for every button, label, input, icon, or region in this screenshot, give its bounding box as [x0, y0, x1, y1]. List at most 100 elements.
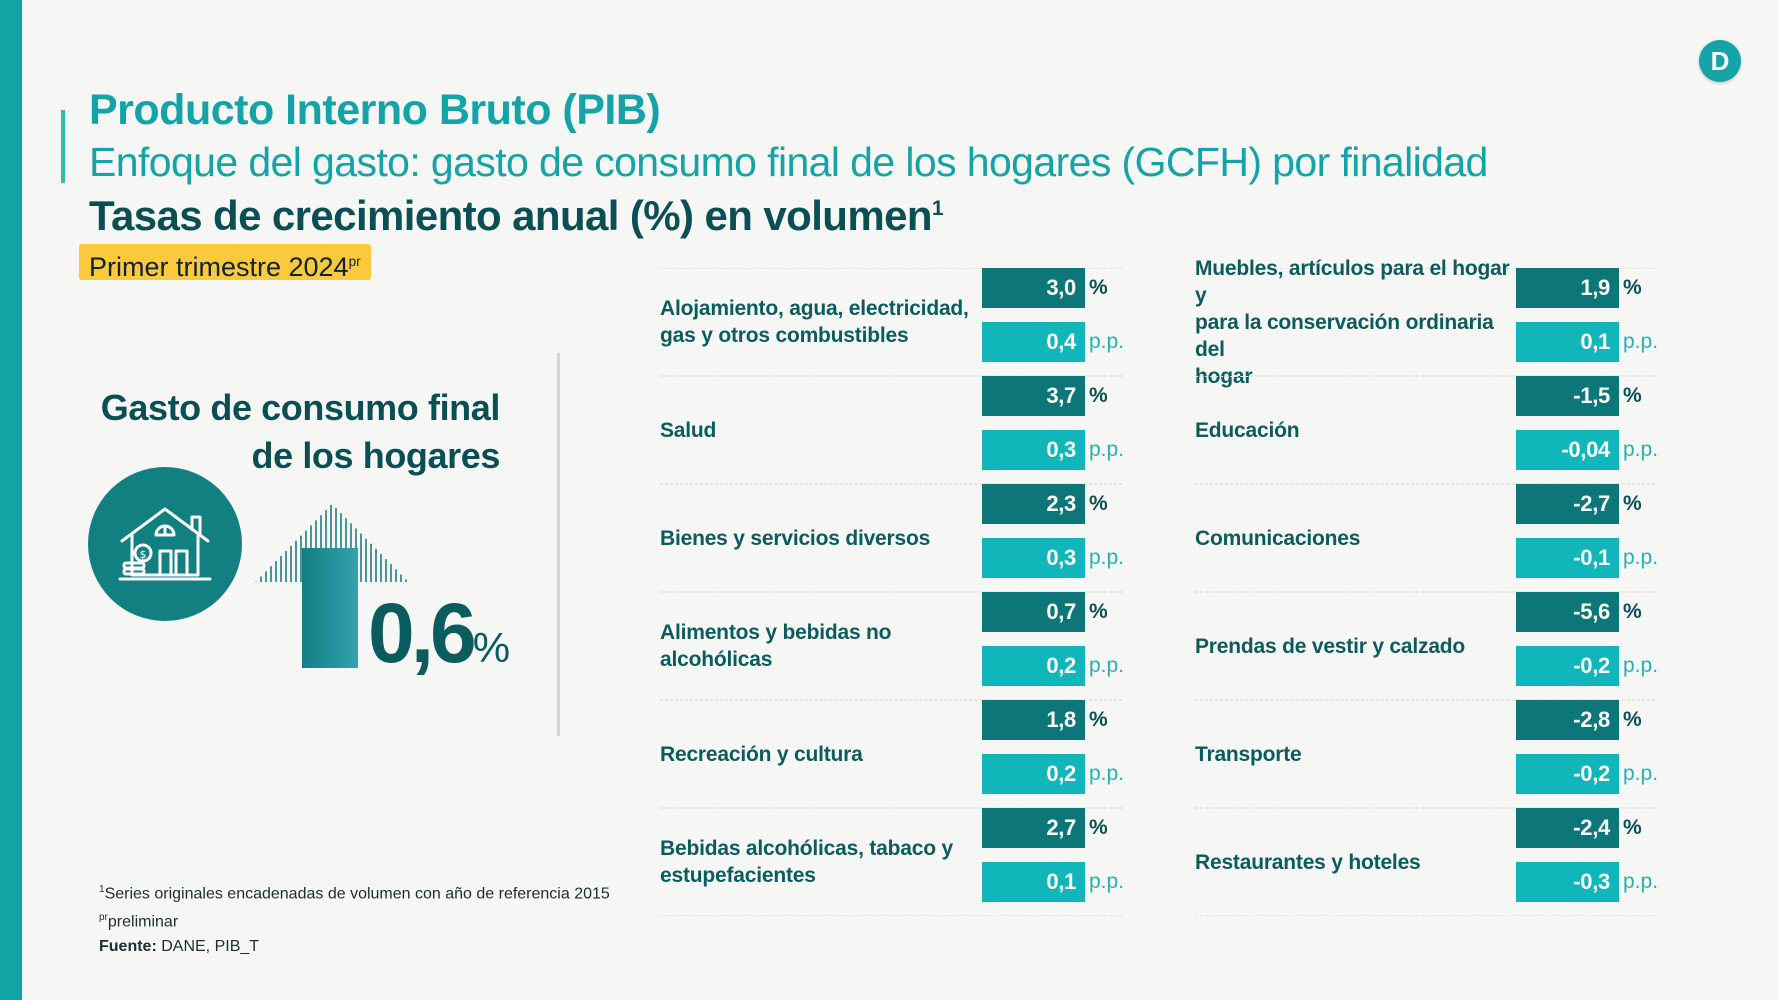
row-gridlines: [660, 484, 1122, 592]
page-title: Producto Interno Bruto (PIB): [89, 86, 661, 134]
footnote-2-text: preliminar: [107, 913, 179, 931]
contribution-value: 0,2: [982, 646, 1085, 686]
footnote-1-mark: 1: [99, 884, 105, 895]
dane-logo-icon: D: [1699, 40, 1741, 82]
left-category-row: Bienes y servicios diversos 2,3% 0,3 p.p.: [660, 484, 1124, 592]
category-label-line: Recreación y cultura: [660, 742, 863, 766]
contribution-value: -0,2: [1516, 646, 1619, 686]
pp-unit: p.p.: [1623, 438, 1659, 461]
category-label-line: Transporte: [1195, 742, 1302, 766]
percent-unit: %: [1089, 492, 1108, 515]
category-label-line: Restaurantes y hoteles: [1195, 850, 1421, 874]
contribution-value: -0,2: [1516, 754, 1619, 794]
summary-value-unit: %: [472, 624, 511, 671]
category-label-line: para la conservación ordinaria del: [1195, 310, 1494, 361]
category-label: Bienes y servicios diversos: [660, 484, 980, 592]
growth-rate-value: 2,7: [982, 808, 1085, 848]
footnote-2: prpreliminar: [99, 906, 610, 934]
right-category-row: Transporte -2,8% -0,2 p.p.: [1195, 700, 1659, 808]
percent-unit: %: [1623, 816, 1642, 839]
category-label-line: Alojamiento, agua, electricidad,: [660, 297, 969, 320]
pp-unit: p.p.: [1623, 870, 1659, 893]
pp-unit: p.p.: [1623, 762, 1659, 785]
category-label: Recreación y cultura: [660, 700, 980, 808]
footnote-2-mark: pr: [99, 912, 108, 924]
footnotes: 1Series originales encadenadas de volume…: [99, 878, 610, 959]
percent-unit: %: [1089, 276, 1108, 299]
growth-rate-value: 3,7: [982, 376, 1085, 416]
pp-unit: p.p.: [1089, 870, 1125, 893]
category-label-line: Prendas de vestir y calzado: [1195, 634, 1466, 658]
heading-footnote-mark: 1: [931, 197, 944, 220]
right-category-row: Comunicaciones -2,7% -0,1 p.p.: [1195, 484, 1658, 592]
left-category-row: Recreación y cultura 1,8% 0,2 p.p.: [660, 700, 1125, 808]
category-label-line: Bienes y servicios diversos: [660, 526, 931, 550]
category-label: Restaurantes y hoteles: [1195, 808, 1514, 916]
page-subtitle: Enfoque del gasto: gasto de consumo fina…: [89, 139, 1488, 185]
category-label-line: Comunicaciones: [1195, 526, 1361, 550]
percent-unit: %: [1623, 600, 1642, 623]
percent-unit: %: [1623, 384, 1642, 407]
summary-value: 0,6%: [368, 585, 510, 682]
title-accent-bar: [61, 110, 65, 183]
right-category-row: Educación -1,5% -0,04 p.p.: [1195, 376, 1659, 484]
right-category-row: Prendas de vestir y calzado -5,6% -0,2 p.p.: [1195, 592, 1659, 700]
row-gridlines: [1195, 484, 1655, 592]
contribution-value: 0,3: [982, 430, 1085, 470]
svg-text:$: $: [140, 548, 147, 561]
category-label-line: Bebidas alcohólicas, tabaco y: [660, 837, 953, 860]
contribution-value: 0,1: [1516, 322, 1619, 362]
summary-title: Gasto de consumo final de los hogares: [80, 384, 501, 480]
category-label: Transporte: [1195, 700, 1514, 808]
pp-unit: p.p.: [1623, 330, 1659, 353]
category-label: Muebles, artículos para el hogar y para l…: [1195, 257, 1514, 388]
pp-unit: p.p.: [1089, 330, 1125, 353]
summary-title-line-1: Gasto de consumo final: [100, 387, 501, 428]
row-gridlines: [660, 700, 1122, 808]
growth-rate-value: 2,3: [982, 484, 1085, 524]
row-gridlines: [660, 592, 1122, 700]
contribution-value: 0,4: [982, 322, 1085, 362]
row-gridlines: [1195, 592, 1655, 700]
category-label: Salud: [660, 376, 980, 484]
vertical-divider: [557, 353, 560, 736]
percent-unit: %: [1089, 708, 1108, 731]
heading-text: Tasas de crecimiento anual (%) en volume…: [89, 192, 932, 239]
left-category-row: Salud 3,7% 0,3 p.p.: [660, 376, 1124, 484]
growth-rate-value: -2,8: [1516, 700, 1619, 740]
row-gridlines: [1195, 700, 1655, 808]
category-label-line: Salud: [660, 418, 717, 442]
category-label-line: estupefacientes: [660, 864, 816, 887]
row-gridlines: [1195, 376, 1655, 484]
contribution-value: 0,3: [982, 538, 1085, 578]
source-text: DANE, PIB_T: [156, 937, 260, 955]
contribution-value: -0,1: [1516, 538, 1619, 578]
source-line: Fuente: DANE, PIB_T: [99, 935, 610, 959]
percent-unit: %: [1623, 492, 1642, 515]
contribution-value: 0,1: [982, 862, 1085, 902]
category-label: Comunicaciones: [1195, 484, 1514, 592]
pp-unit: p.p.: [1089, 762, 1125, 785]
growth-rate-value: -2,4: [1516, 808, 1619, 848]
growth-rate-value: -2,7: [1516, 484, 1619, 524]
row-gridlines: [660, 268, 1122, 376]
contribution-value: 0,2: [982, 754, 1085, 794]
category-label-line: Alimentos y bebidas no alcohólicas: [660, 621, 892, 671]
percent-unit: %: [1089, 384, 1108, 407]
growth-rate-value: 3,0: [982, 268, 1085, 308]
percent-unit: %: [1623, 708, 1642, 731]
row-gridlines: [1195, 808, 1655, 916]
left-category-row: Bebidas alcohólicas, tabaco y estupefacie…: [660, 808, 1125, 916]
category-label-line: Educación: [1195, 418, 1300, 442]
left-accent-band: [0, 0, 22, 1000]
right-category-row: Restaurantes y hoteles -2,4% -0,3 p.p.: [1195, 808, 1659, 916]
category-label: Bebidas alcohólicas, tabaco y estupefacie…: [660, 808, 980, 916]
percent-unit: %: [1089, 600, 1108, 623]
pp-unit: p.p.: [1089, 654, 1125, 677]
row-gridlines: [660, 376, 1122, 484]
pp-unit: p.p.: [1623, 654, 1659, 677]
contribution-value: -0,04: [1516, 430, 1619, 470]
summary-title-line-2: de los hogares: [251, 435, 501, 476]
period-footnote-mark: pr: [348, 254, 361, 269]
growth-rate-value: -1,5: [1516, 376, 1619, 416]
